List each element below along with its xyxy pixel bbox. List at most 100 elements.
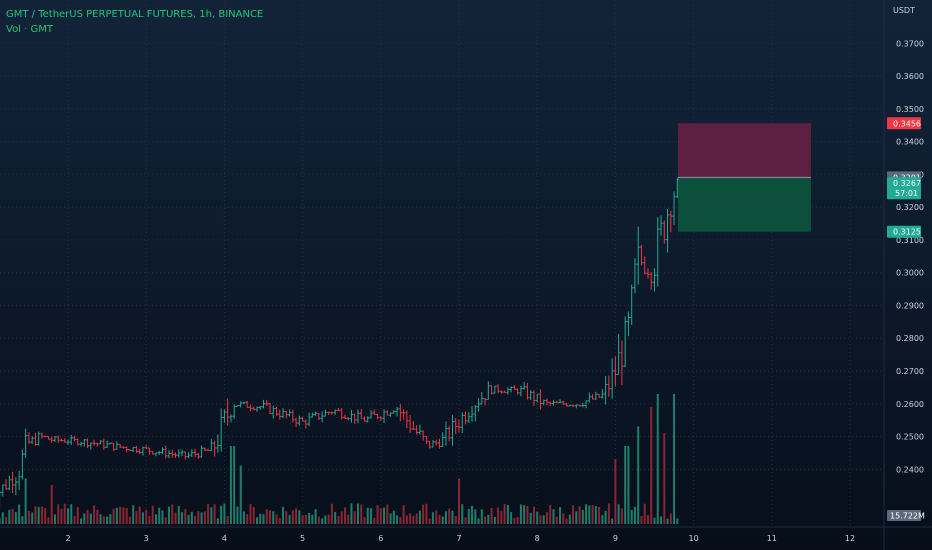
volume-bar	[373, 517, 376, 524]
volume-bar	[611, 518, 614, 524]
ohlc-bar	[297, 415, 301, 426]
y-tick-label: 0.2800	[896, 334, 924, 343]
volume-bar	[119, 506, 122, 524]
stop-loss-zone	[677, 123, 811, 178]
ohlc-bar	[164, 445, 168, 459]
volume-bar	[53, 514, 56, 524]
volume-bar	[552, 509, 555, 524]
volume-bar	[471, 505, 474, 524]
ohlc-bar	[643, 256, 647, 275]
ohlc-bar	[82, 438, 86, 447]
ohlc-bar	[398, 404, 402, 422]
ohlc-bar	[441, 432, 445, 448]
volume-bar	[594, 506, 597, 524]
volume-bar	[392, 510, 395, 524]
ohlc-bar	[516, 388, 520, 395]
volume-bar	[99, 514, 102, 524]
ohlc-bar	[561, 400, 565, 406]
ohlc-bar	[428, 440, 432, 449]
volume-bar	[487, 514, 490, 524]
ohlc-bar	[496, 384, 500, 394]
time-axis[interactable]: 2 3 4 5 6 7 8 9 10 11 12	[65, 534, 855, 543]
volume-bar	[288, 515, 291, 524]
volume-bar	[76, 507, 79, 524]
volume-bar	[21, 516, 24, 524]
volume-bar	[187, 514, 190, 524]
ohlc-bar	[509, 386, 513, 393]
ohlc-bar	[669, 210, 673, 233]
volume-bar	[109, 514, 112, 524]
volume-bar	[451, 510, 454, 524]
volume-bar	[415, 513, 418, 524]
volume-bar	[262, 514, 265, 524]
volume-bar	[555, 516, 558, 524]
ohlc-bar	[115, 441, 119, 450]
y-tick-label: 0.2600	[896, 400, 924, 409]
volume-bar	[575, 511, 578, 524]
ohlc-bar	[630, 284, 634, 325]
volume-bar	[412, 515, 415, 524]
ohlc-bar	[278, 409, 282, 420]
volume-bar	[438, 514, 441, 524]
ohlc-bar	[281, 408, 285, 418]
ohlc-bar	[242, 401, 246, 405]
ohlc-bar	[490, 385, 494, 395]
volume-indicator-label[interactable]: Vol · GMT	[6, 24, 53, 35]
volume-bar	[347, 514, 350, 524]
ohlc-bar	[118, 443, 122, 448]
volume-bar	[272, 511, 275, 524]
ohlc-bar	[219, 408, 223, 452]
ohlc-bar	[565, 402, 569, 407]
ohlc-bar	[265, 399, 269, 406]
ohlc-bar	[167, 450, 171, 459]
ohlc-bar	[454, 417, 458, 434]
volume-bar	[620, 508, 623, 524]
volume-bar	[249, 503, 252, 524]
ohlc-bar	[363, 416, 367, 422]
position-zones[interactable]	[677, 123, 811, 232]
volume-bar	[207, 504, 210, 524]
symbol-title[interactable]: GMT / TetherUS PERPETUAL FUTURES, 1h, BI…	[6, 9, 264, 20]
ohlc-bar	[46, 435, 50, 440]
ohlc-bar	[323, 409, 327, 417]
ohlc-bar	[40, 432, 44, 439]
price-axis[interactable]: USDT 0.2400 0.2500 0.2600 0.2700 0.2800 0.2900…	[893, 6, 924, 474]
ohlc-bar	[102, 438, 106, 450]
ohlc-bar	[69, 434, 73, 445]
ohlc-bar	[206, 448, 210, 452]
volume-bar	[184, 509, 187, 524]
volume-bar	[656, 394, 659, 524]
volume-bar	[493, 516, 496, 524]
ohlc-bar	[464, 411, 468, 425]
ohlc-bar	[209, 439, 213, 452]
volume-bar	[314, 509, 317, 524]
ohlc-bar	[160, 447, 164, 454]
ohlc-bar	[421, 430, 425, 441]
ohlc-bar	[317, 412, 321, 421]
ohlc-bar	[170, 449, 174, 458]
volume-bar	[458, 478, 460, 524]
ohlc-bar	[30, 436, 34, 445]
volume-bar	[50, 485, 53, 524]
ohlc-bar	[473, 404, 477, 422]
ohlc-bar	[551, 399, 555, 406]
ohlc-bar	[232, 404, 236, 419]
ohlc-bar	[486, 381, 490, 401]
volume-bar	[291, 510, 294, 524]
ohlc-bar	[389, 412, 393, 417]
ohlc-bar	[0, 490, 2, 508]
ohlc-bar	[216, 434, 220, 453]
ohlc-bar	[529, 390, 533, 401]
volume-bar	[213, 504, 216, 524]
ohlc-bar	[623, 316, 627, 368]
ohlc-bar	[653, 268, 656, 292]
volume-bar	[448, 508, 451, 524]
volume-bar	[633, 506, 636, 524]
volume-bar	[197, 511, 200, 524]
ohlc-bar	[538, 389, 542, 410]
ohlc-bars	[0, 177, 679, 508]
ohlc-bar	[333, 409, 337, 415]
volume-bar	[327, 514, 330, 524]
ohlc-bar	[275, 406, 279, 416]
